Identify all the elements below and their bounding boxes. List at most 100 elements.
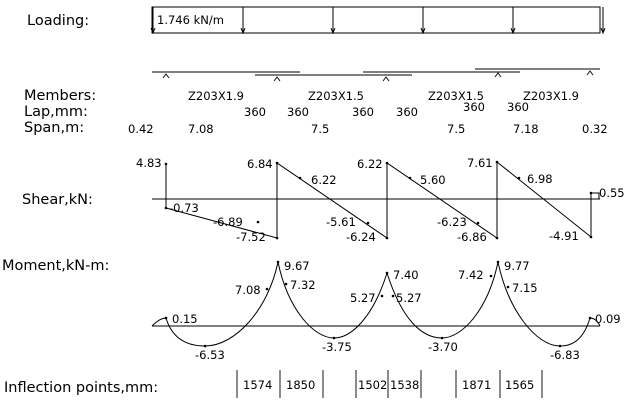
load-arrow-head — [330, 27, 336, 35]
moment-value: 9.77 — [504, 259, 530, 273]
shear-point — [495, 236, 499, 240]
moment-value: 7.32 — [290, 278, 316, 292]
moment-markers — [164, 260, 592, 348]
moment-value: 5.27 — [396, 291, 422, 305]
support-icon — [586, 70, 594, 76]
shear-value: -5.61 — [326, 215, 356, 229]
moment-value: -6.53 — [195, 348, 225, 362]
shear-point — [589, 235, 593, 239]
moment-point — [164, 316, 168, 320]
moment-point — [496, 260, 500, 264]
load-arrows — [150, 7, 606, 35]
inflection-value: 1871 — [462, 378, 491, 392]
load-value: 1.746 kN/m — [157, 13, 224, 27]
moment-value: -6.83 — [550, 348, 580, 362]
shear-value: 0.55 — [599, 186, 625, 200]
span-value: 7.08 — [188, 122, 214, 136]
moment-point — [380, 294, 384, 298]
support-icon — [382, 76, 390, 82]
moment-value: 0.15 — [172, 312, 198, 326]
shear-label: Shear,kN: — [22, 192, 93, 208]
shear-value: 4.83 — [136, 156, 162, 170]
inflection-value: 1538 — [390, 378, 419, 392]
lap-value: 360 — [396, 105, 418, 119]
member-name: Z203X1.9 — [523, 89, 579, 103]
moment-point — [332, 336, 336, 340]
loading-label: Loading: — [27, 13, 89, 29]
shear-point — [164, 206, 168, 210]
shear-point — [385, 161, 389, 165]
load-arrow-head — [600, 27, 606, 35]
shear-point — [366, 221, 370, 225]
moment-point — [391, 294, 395, 298]
lap-value: 360 — [507, 100, 529, 114]
shear-value: 6.22 — [357, 157, 383, 171]
moment-point — [265, 287, 269, 291]
lap-value: 360 — [287, 105, 309, 119]
inflection-value: 1565 — [505, 378, 534, 392]
moment-point — [558, 344, 562, 348]
shear-point — [164, 162, 168, 166]
moment-value: -3.70 — [428, 340, 458, 354]
shear-point — [517, 176, 521, 180]
span-value: 7.5 — [447, 122, 465, 136]
lap-label: Lap,mm: — [24, 104, 88, 120]
shear-point — [495, 160, 499, 164]
span-label: Span,m: — [24, 120, 84, 136]
distributed-load: 1.746 kN/m — [150, 6, 606, 35]
moment-value: 7.42 — [458, 268, 484, 282]
lap-value: 360 — [463, 100, 485, 114]
inflection-value: 1574 — [243, 378, 272, 392]
shear-value: 6.84 — [247, 157, 273, 171]
shear-point — [408, 176, 412, 180]
shear-diagram: 4.83 -0.73 -6.89 -7.52 6.84 6.22 -5.61 -… — [136, 156, 625, 244]
span-value: 0.42 — [128, 122, 154, 136]
shear-value: 6.98 — [527, 172, 553, 186]
moment-diagram: 0.15 -6.53 7.08 9.67 7.32 -3.75 7.40 5.2… — [151, 259, 621, 362]
load-arrow-head — [150, 27, 156, 35]
moment-value: 0.09 — [595, 312, 621, 326]
shear-value: 6.22 — [311, 173, 337, 187]
inflection-label: Inflection points,mm: — [4, 380, 158, 396]
support-icon — [494, 72, 502, 78]
member-name: Z203X1.5 — [308, 89, 364, 103]
load-box — [151, 6, 601, 34]
shear-value: 5.60 — [420, 173, 446, 187]
support-icon — [162, 73, 170, 79]
shear-value: -6.89 — [213, 215, 243, 229]
moment-point — [588, 316, 592, 320]
moment-point — [284, 282, 288, 286]
moment-point — [489, 274, 493, 278]
moment-value: 9.67 — [284, 259, 310, 273]
load-arrow-head — [510, 27, 516, 35]
moment-curve — [151, 261, 601, 347]
moment-point — [385, 271, 389, 275]
shear-markers — [164, 160, 593, 240]
moment-point — [440, 336, 444, 340]
members-label: Members: — [24, 88, 96, 104]
shear-value: -4.91 — [549, 229, 579, 243]
span-value: 7.18 — [513, 122, 539, 136]
inflection-points: 1574 1850 1502 1538 1871 1565 — [236, 370, 543, 398]
shear-point — [385, 236, 389, 240]
moment-value: 7.40 — [393, 268, 419, 282]
span-value: 0.32 — [582, 122, 608, 136]
lap-value: 360 — [352, 105, 374, 119]
moment-point — [276, 260, 280, 264]
shear-value: -6.23 — [437, 215, 467, 229]
moment-label: Moment,kN-m: — [2, 258, 109, 274]
shear-point — [476, 221, 480, 225]
span-value: 7.5 — [311, 122, 329, 136]
shear-point — [275, 161, 279, 165]
shear-value: -7.52 — [236, 230, 266, 244]
moment-value: 7.08 — [235, 283, 261, 297]
shear-value: -6.86 — [457, 230, 487, 244]
shear-point — [589, 191, 593, 195]
member-name: Z203X1.9 — [188, 89, 244, 103]
moment-value: 5.27 — [350, 291, 376, 305]
shear-point — [275, 236, 279, 240]
moment-point — [506, 285, 510, 289]
member-name: Z203X1.5 — [428, 89, 484, 103]
beam-schematic — [152, 68, 600, 82]
